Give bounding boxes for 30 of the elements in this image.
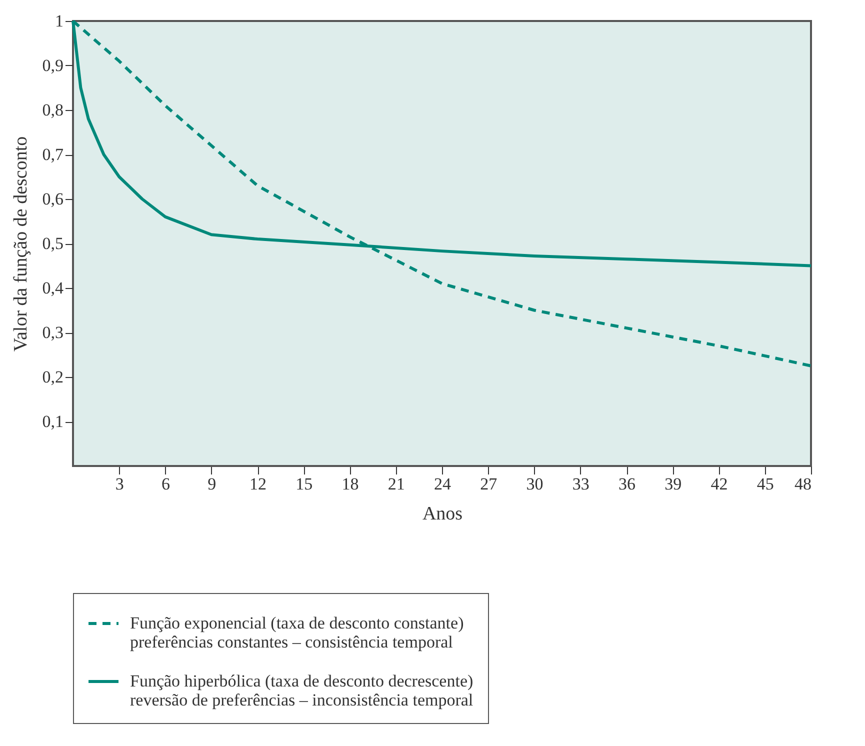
y-tick-label: 0,2 — [42, 368, 64, 386]
x-tick-label: 45 — [756, 474, 774, 494]
y-axis-title: Valor da função de desconto — [10, 136, 32, 352]
x-tick-label: 9 — [208, 474, 216, 494]
y-tick-label: 0,4 — [42, 278, 64, 298]
y-tick-label: 1 — [55, 12, 64, 30]
legend-label: Função hiperbólica (taxa de desconto decrescente) reversão de preferências – inconsistência temporal — [130, 672, 474, 710]
y-tick-label: 0,7 — [42, 145, 64, 164]
x-tick-label: 24 — [434, 474, 452, 494]
y-tick-label: 0,9 — [42, 56, 64, 75]
y-tick-label: 0,1 — [42, 412, 64, 431]
x-tick-label: 3 — [115, 474, 124, 494]
y-tick-label: 0,8 — [42, 100, 64, 120]
y-tick-label: 0,6 — [42, 190, 64, 208]
x-tick-label: 36 — [618, 474, 636, 494]
x-tick-label: 12 — [250, 474, 266, 494]
x-tick-label: 15 — [296, 474, 313, 494]
x-tick-label: 33 — [572, 474, 590, 494]
x-tick-label: 27 — [480, 474, 498, 494]
y-tick-label: 0,3 — [42, 323, 64, 342]
x-axis-title: Anos — [422, 504, 463, 524]
x-tick-label: 18 — [342, 474, 359, 494]
x-tick-label: 39 — [664, 474, 682, 494]
x-tick-label: 42 — [710, 474, 728, 494]
x-tick-label: 6 — [162, 474, 170, 494]
x-tick-label: 30 — [526, 474, 544, 494]
y-tick-label: 0,5 — [42, 234, 64, 253]
legend-label: Função exponencial (taxa de desconto constante) preferências constantes – consistência temporal — [130, 614, 464, 652]
x-tick-label: 21 — [388, 474, 405, 494]
x-tick-label: 48 — [794, 474, 812, 494]
